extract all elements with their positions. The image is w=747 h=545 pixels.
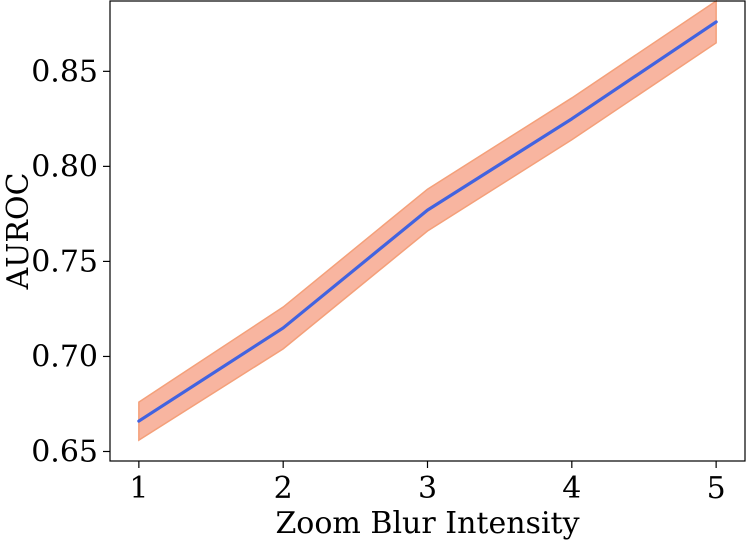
y-tick-label: 0.75 bbox=[31, 244, 98, 279]
series-line-layer bbox=[137, 20, 718, 423]
x-tick-label: 3 bbox=[418, 471, 437, 506]
y-tick-label: 0.80 bbox=[31, 149, 98, 184]
series-line-0 bbox=[137, 20, 718, 423]
y-tick-label: 0.70 bbox=[31, 339, 98, 374]
x-tick-label: 4 bbox=[562, 471, 581, 506]
x-tick-label: 5 bbox=[707, 471, 726, 506]
y-tick-label: 0.65 bbox=[31, 434, 98, 469]
confidence-band-layer bbox=[138, 0, 717, 442]
y-axis-label: AUROC bbox=[1, 172, 36, 290]
x-tick-label: 2 bbox=[274, 471, 293, 506]
x-axis-label: Zoom Blur Intensity bbox=[275, 506, 579, 541]
y-axis-ticks: 0.65 0.70 0.75 0.80 0.85 bbox=[31, 54, 110, 469]
y-tick-label: 0.85 bbox=[31, 54, 98, 89]
x-axis-ticks: 1 2 3 4 5 bbox=[129, 461, 726, 506]
x-tick-label: 1 bbox=[129, 471, 148, 506]
confidence-band-0 bbox=[138, 0, 717, 442]
